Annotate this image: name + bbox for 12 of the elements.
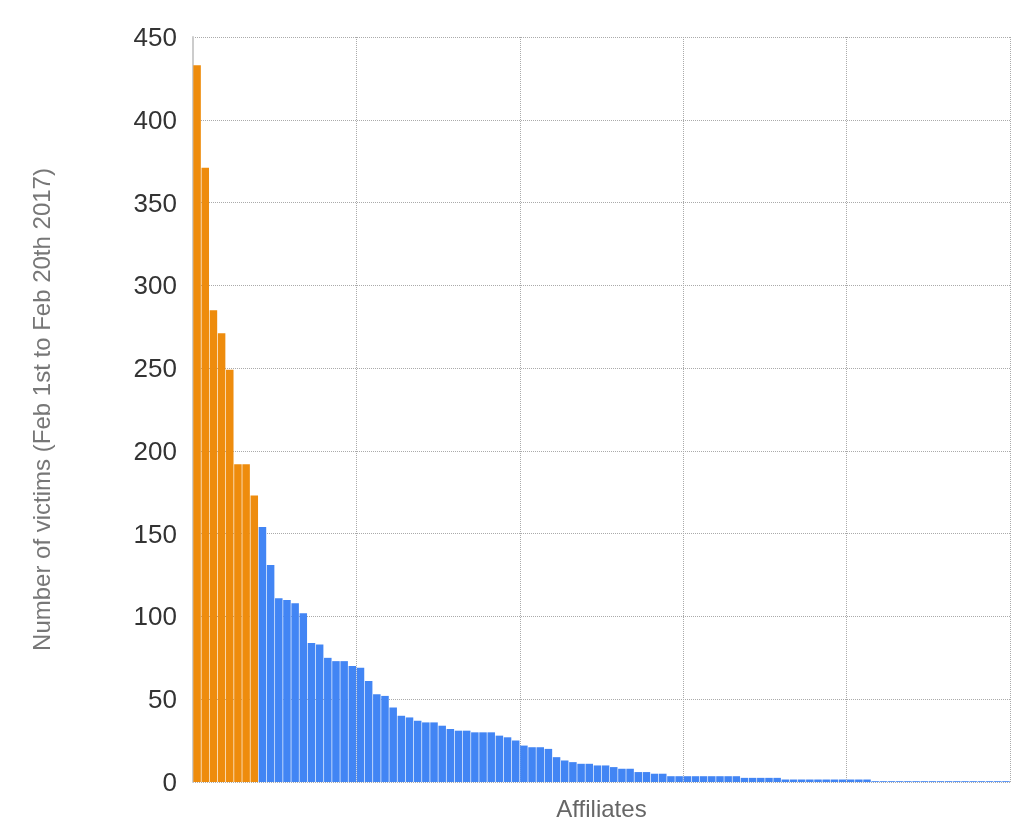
y-tick-label: 100 [133, 601, 177, 632]
y-tick-label: 0 [162, 767, 177, 797]
y-tick-label: 300 [133, 270, 177, 301]
x-axis-title: Affiliates [556, 794, 647, 822]
y-tick-label: 350 [133, 187, 177, 218]
y-tick-label: 200 [133, 435, 177, 466]
y-tick-label: 50 [148, 684, 177, 715]
y-tick-label: 250 [133, 353, 177, 384]
y-tick-label: 400 [133, 104, 177, 135]
y-tick-label: 450 [133, 22, 177, 52]
y-tick-label: 150 [133, 518, 177, 549]
y-axis-title: Number of victims (Feb 1st to Feb 20th 2017) [27, 168, 55, 651]
